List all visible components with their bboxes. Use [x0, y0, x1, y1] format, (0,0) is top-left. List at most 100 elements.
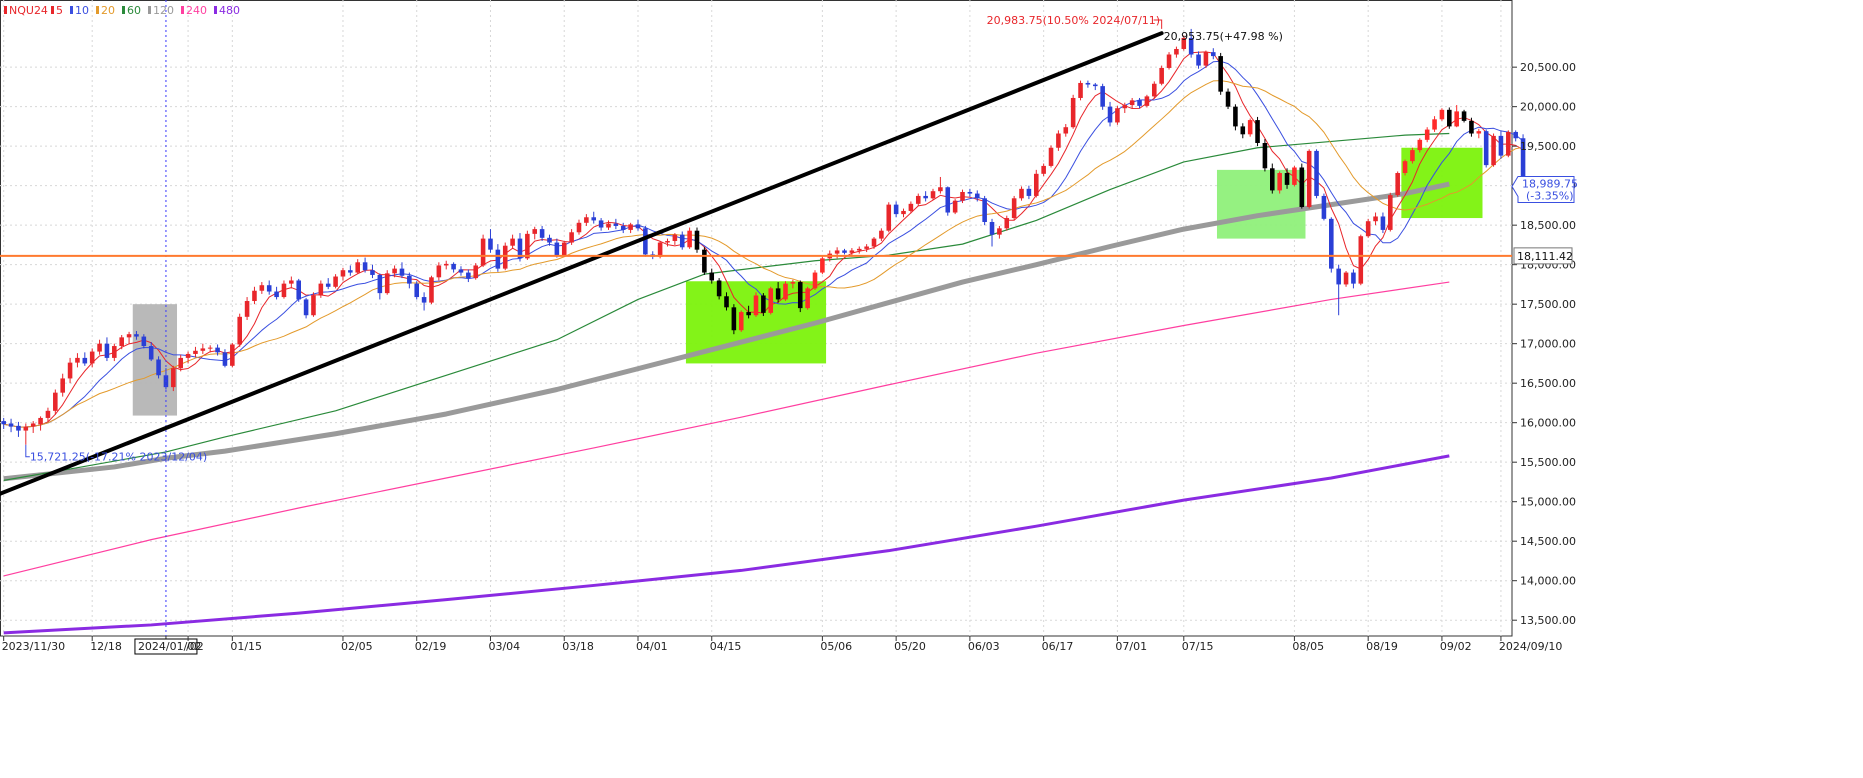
candle-body	[148, 346, 154, 360]
candle-body	[547, 237, 552, 243]
candle-body	[1063, 127, 1069, 134]
candle-body	[665, 240, 670, 243]
legend-label: 120	[153, 4, 174, 17]
candle-body	[1351, 272, 1356, 284]
candle-body	[923, 195, 928, 199]
legend-label: 10	[75, 4, 89, 17]
candle-body	[1115, 108, 1120, 123]
candle-body	[982, 198, 987, 223]
candle-body	[289, 280, 294, 284]
candle-body	[525, 233, 530, 259]
candle-body	[1292, 167, 1297, 185]
legend-ma-5[interactable]: 5	[51, 4, 63, 17]
candle-body	[1388, 195, 1393, 230]
candle-body	[790, 282, 796, 284]
candle-body	[1277, 173, 1282, 191]
candle-body	[259, 285, 265, 291]
candle-body	[1432, 119, 1437, 130]
legend-ma-60[interactable]: 60	[122, 4, 141, 17]
candle-body	[893, 204, 899, 215]
legend-ma-10[interactable]: 10	[70, 4, 89, 17]
x-tick-label: 06/03	[968, 640, 1000, 653]
candle-body	[1424, 129, 1430, 140]
candle-body	[311, 295, 316, 316]
y-tick-label: 16,000.00	[1520, 417, 1576, 430]
legend-swatch	[181, 6, 184, 14]
candle-body	[466, 272, 471, 279]
candle-body	[908, 203, 914, 211]
y-tick-label: 14,500.00	[1520, 535, 1576, 548]
candle-body	[532, 229, 538, 234]
candle-body	[473, 265, 479, 279]
legend-ma-480[interactable]: 480	[214, 4, 240, 17]
candle-body	[864, 246, 869, 249]
candle-body	[362, 262, 368, 271]
candle-body	[989, 222, 995, 235]
y-tick-label: 15,500.00	[1520, 456, 1576, 469]
candle-body	[1402, 161, 1408, 174]
candle-body	[75, 357, 80, 363]
candle-body	[510, 238, 515, 246]
x-tick-label: 08/05	[1292, 640, 1324, 653]
candle-body	[1270, 168, 1275, 191]
candle-body	[1321, 195, 1327, 219]
ma480-line	[3, 454, 1450, 635]
candle-body	[45, 410, 51, 418]
candle-body	[1181, 37, 1187, 49]
candle-body	[1365, 221, 1371, 237]
candle-body	[974, 193, 980, 199]
candle-body	[185, 353, 191, 358]
candle-body	[960, 191, 965, 201]
candle-body	[281, 283, 287, 298]
axes: 13,500.00 14,000.00 14,500.00 15,000.00 15,5…	[2, 61, 1578, 655]
candle-body	[849, 250, 855, 253]
candle-body	[1085, 82, 1091, 85]
y-tick-label: 20,000.00	[1520, 101, 1576, 114]
annotations: 20,983.75(10.50% 2024/07/11) 20,953.75(+4…	[25, 14, 1283, 464]
candle-body	[1240, 126, 1246, 135]
legend[interactable]: NQU24 5 10 20 60 120 240 480	[4, 4, 240, 17]
candle-body	[938, 187, 943, 192]
last-price-tag	[1511, 175, 1575, 203]
last-price-change: (-3.35%)	[1526, 189, 1574, 202]
x-tick-label: 04/15	[710, 640, 742, 653]
candle-body	[1174, 48, 1179, 55]
candle-body	[635, 224, 641, 229]
legend-ma-240[interactable]: 240	[181, 4, 207, 17]
highlight-box	[132, 304, 178, 416]
candle-body	[775, 288, 781, 300]
candle-body	[1447, 109, 1452, 127]
x-tick-label: 02/05	[341, 640, 373, 653]
legend-swatch	[122, 6, 125, 14]
candle-body	[451, 263, 456, 270]
candle-body	[1107, 106, 1113, 123]
legend-label: NQU24	[9, 4, 48, 17]
candle-body	[8, 423, 14, 427]
y-tick-label: 20,500.00	[1520, 61, 1576, 74]
y-tick-label: 13,500.00	[1520, 614, 1576, 627]
legend-symbol[interactable]: NQU24	[4, 4, 48, 17]
candle-body	[1011, 198, 1017, 219]
x-tick-label: 03/18	[562, 640, 594, 653]
candle-body	[620, 225, 626, 230]
low-annotation-leader	[25, 444, 30, 458]
legend-ma-120[interactable]: 120	[148, 4, 174, 17]
candle-body	[23, 426, 29, 431]
candle-body	[193, 350, 198, 354]
candle-body	[1314, 150, 1319, 196]
candle-body	[702, 249, 707, 273]
legend-label: 60	[127, 4, 141, 17]
candle-body	[1336, 268, 1341, 285]
candle-body	[1520, 138, 1526, 187]
legend-label: 20	[101, 4, 115, 17]
candle-body	[1329, 218, 1334, 269]
legend-ma-20[interactable]: 20	[96, 4, 115, 17]
current-annotation-label: 20,953.75(+47.98 %)	[1164, 30, 1283, 43]
candle-body	[1033, 173, 1039, 196]
highlight-box	[1216, 169, 1306, 239]
candle-body	[30, 423, 36, 427]
candle-body	[724, 296, 729, 308]
candle-body	[156, 359, 161, 376]
